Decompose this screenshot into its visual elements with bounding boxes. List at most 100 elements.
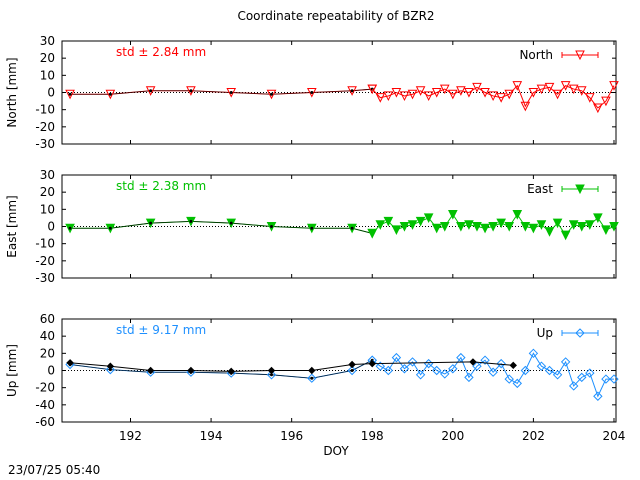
data-point (186, 86, 196, 96)
series-line-reference (70, 361, 514, 372)
data-point (439, 222, 450, 232)
data-point (347, 86, 357, 96)
data-point (145, 86, 156, 96)
data-point (375, 220, 386, 230)
data-point (536, 220, 547, 230)
data-point (560, 357, 571, 367)
x-tick-label: 200 (441, 429, 464, 443)
y-tick-label: 20 (40, 346, 55, 360)
data-point (399, 91, 410, 102)
data-point-reference (270, 373, 274, 377)
data-point-reference (229, 91, 233, 94)
data-point (306, 88, 317, 98)
data-point-reference (189, 219, 193, 223)
data-point-reference (350, 369, 354, 372)
data-point-reference (106, 362, 115, 370)
data-point (407, 357, 418, 367)
data-point-reference (149, 89, 153, 93)
data-point-reference (509, 361, 517, 370)
timestamp: 23/07/25 05:40 (8, 463, 100, 477)
data-point (456, 222, 466, 232)
data-point (105, 89, 116, 100)
y-tick-label: 60 (40, 312, 55, 326)
data-point (593, 103, 603, 114)
panel-east: 30 20 10 0 -10 -20 -30 East [mm] std ± 2.38 mm Ea… (5, 168, 619, 285)
data-point-reference (68, 226, 72, 230)
legend-marker (575, 184, 585, 195)
data-point (464, 372, 474, 383)
data-point-reference (310, 91, 314, 94)
data-point (552, 89, 563, 100)
y-tick-label: -20 (35, 254, 55, 268)
data-point-reference (350, 226, 354, 230)
legend-marker (575, 50, 585, 61)
data-point (464, 88, 474, 98)
data-point-reference (308, 366, 316, 375)
panel-north: 30 20 10 0 -10 -20 -30 North [mm] std ± 2.84 mm N… (5, 34, 619, 151)
y-axis-label: North [mm] (5, 57, 19, 127)
data-point (585, 368, 595, 378)
data-point (544, 365, 555, 376)
data-point (504, 222, 515, 232)
data-point (391, 225, 402, 236)
data-point (431, 365, 442, 376)
data-point-reference (368, 359, 376, 368)
data-point (585, 93, 595, 103)
data-point-reference (348, 360, 356, 369)
data-point-reference (270, 225, 274, 228)
data-point (464, 220, 474, 230)
data-point (472, 361, 482, 371)
data-point (431, 88, 442, 98)
data-point (512, 81, 523, 91)
data-point (536, 361, 547, 371)
data-point (520, 222, 531, 232)
series-line-reference (70, 220, 373, 234)
data-point (488, 91, 498, 102)
data-point (480, 355, 490, 365)
data-point (609, 374, 619, 384)
data-point (431, 223, 442, 234)
x-tick-label: 204 (603, 429, 626, 443)
data-point (399, 222, 410, 232)
data-point (528, 88, 539, 98)
data-point (577, 372, 587, 383)
data-point (504, 89, 515, 100)
data-point (576, 86, 587, 96)
data-point (504, 374, 514, 384)
data-point (347, 365, 357, 376)
data-point (391, 352, 402, 363)
data-point (399, 364, 410, 374)
data-point (375, 93, 386, 103)
data-point-reference (146, 366, 155, 375)
data-point (307, 373, 317, 383)
data-point-reference (310, 226, 314, 230)
data-point (568, 381, 579, 391)
legend-label: Up (537, 326, 553, 340)
x-tick-label: 202 (522, 429, 545, 443)
data-point (383, 365, 394, 376)
y-tick-label: -60 (35, 415, 55, 429)
data-point-reference (229, 221, 233, 225)
data-point (448, 89, 458, 100)
data-point (407, 220, 418, 230)
data-point (560, 81, 571, 91)
data-point (415, 370, 426, 380)
data-point-reference (108, 92, 112, 96)
y-tick-label: 40 (40, 329, 55, 343)
data-point (609, 81, 619, 91)
data-point-reference (350, 89, 354, 93)
data-point (568, 84, 579, 95)
data-point (367, 228, 378, 239)
data-point (585, 220, 595, 230)
data-point (456, 86, 466, 96)
y-tick-label: -10 (35, 103, 55, 117)
data-point-reference (66, 359, 74, 367)
y-tick-label: -40 (35, 398, 55, 412)
data-point-reference (267, 366, 276, 375)
y-tick-label: -30 (35, 137, 55, 151)
data-point (520, 365, 531, 376)
data-point-reference (310, 376, 314, 380)
data-point (367, 84, 378, 95)
